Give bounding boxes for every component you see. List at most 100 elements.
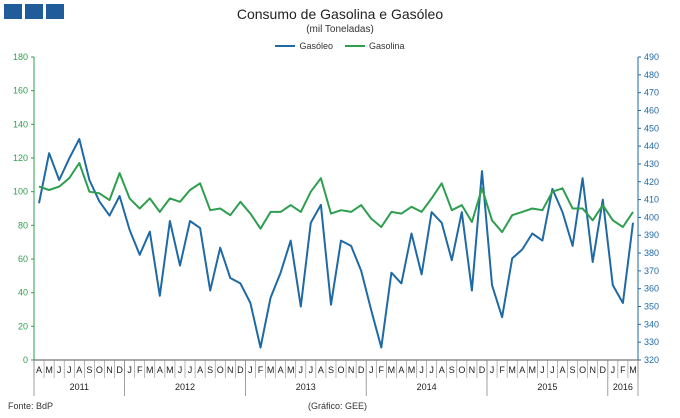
x-month-label: M xyxy=(45,365,53,375)
x-month-label: N xyxy=(348,365,355,375)
y-left-tick-label: 120 xyxy=(13,153,28,163)
x-month-label: A xyxy=(197,365,203,375)
x-month-label: M xyxy=(408,365,416,375)
legend-item-gasoleo: Gasóleo xyxy=(275,41,333,51)
x-month-label: O xyxy=(338,365,345,375)
chart-title: Consumo de Gasolina e Gasóleo xyxy=(236,6,444,22)
x-month-label: A xyxy=(157,365,163,375)
y-right-tick-label: 370 xyxy=(644,266,659,276)
x-month-label: O xyxy=(458,365,465,375)
x-month-label: M xyxy=(508,365,516,375)
x-month-label: S xyxy=(328,365,334,375)
y-right-tick-label: 440 xyxy=(644,141,659,151)
logo-block-3 xyxy=(46,4,64,19)
x-month-label: N xyxy=(106,365,113,375)
y-right-tick-label: 490 xyxy=(644,52,659,62)
x-month-label: N xyxy=(469,365,476,375)
legend-swatch-gasolina xyxy=(345,45,365,47)
x-month-label: D xyxy=(237,365,244,375)
x-month-label: A xyxy=(36,365,42,375)
x-month-label: J xyxy=(127,365,132,375)
x-month-label: J xyxy=(188,365,193,375)
y-left-tick-label: 60 xyxy=(18,254,28,264)
x-month-label: O xyxy=(579,365,586,375)
y-left-tick-label: 180 xyxy=(13,52,28,62)
x-month-label: F xyxy=(620,365,626,375)
y-right-tick-label: 470 xyxy=(644,88,659,98)
series-line-gasoleo xyxy=(38,138,634,349)
x-month-label: J xyxy=(57,365,62,375)
y-right-tick-label: 350 xyxy=(644,302,659,312)
y-right-tick-label: 340 xyxy=(644,319,659,329)
x-year-label: 2016 xyxy=(613,382,633,392)
x-month-label: J xyxy=(550,365,555,375)
y-left-tick-label: 40 xyxy=(18,288,28,298)
x-month-label: M xyxy=(388,365,396,375)
x-month-label: A xyxy=(439,365,445,375)
x-month-label: M xyxy=(629,365,637,375)
x-month-label: A xyxy=(278,365,284,375)
x-month-label: A xyxy=(318,365,324,375)
chart-subtitle: (mil Toneladas) xyxy=(306,24,374,35)
y-right-tick-label: 330 xyxy=(644,337,659,347)
x-year-label: 2014 xyxy=(417,382,437,392)
y-left-tick-label: 20 xyxy=(18,321,28,331)
x-month-label: D xyxy=(479,365,486,375)
x-month-label: M xyxy=(166,365,174,375)
x-month-label: A xyxy=(398,365,404,375)
x-month-label: J xyxy=(369,365,374,375)
y-left-tick-label: 80 xyxy=(18,220,28,230)
x-month-label: J xyxy=(309,365,314,375)
x-month-label: M xyxy=(287,365,295,375)
logo-block-2 xyxy=(25,4,43,19)
x-month-label: A xyxy=(76,365,82,375)
x-month-label: F xyxy=(499,365,505,375)
x-month-label: J xyxy=(611,365,616,375)
x-month-label: J xyxy=(67,365,72,375)
x-month-label: D xyxy=(116,365,123,375)
y-right-tick-label: 480 xyxy=(644,70,659,80)
x-month-label: S xyxy=(570,365,576,375)
x-month-label: F xyxy=(258,365,264,375)
legend-item-gasolina: Gasolina xyxy=(345,41,405,51)
x-month-label: M xyxy=(267,365,275,375)
chart-legend: Gasóleo Gasolina xyxy=(0,41,680,51)
y-right-tick-label: 450 xyxy=(644,123,659,133)
x-month-label: S xyxy=(207,365,213,375)
x-year-label: 2013 xyxy=(296,382,316,392)
x-year-label: 2015 xyxy=(537,382,557,392)
x-month-label: J xyxy=(419,365,424,375)
x-month-label: S xyxy=(86,365,92,375)
x-year-label: 2012 xyxy=(175,382,195,392)
x-month-label: N xyxy=(227,365,234,375)
y-left-tick-label: 0 xyxy=(23,355,28,365)
x-month-label: J xyxy=(248,365,253,375)
x-month-label: J xyxy=(540,365,545,375)
x-month-label: J xyxy=(299,365,304,375)
source-note: Fonte: BdP xyxy=(8,401,54,411)
series-line-gasolina xyxy=(38,162,634,234)
x-month-label: M xyxy=(529,365,537,375)
y-right-tick-label: 380 xyxy=(644,248,659,258)
x-month-label: A xyxy=(519,365,525,375)
x-month-label: F xyxy=(137,365,143,375)
x-month-label: S xyxy=(449,365,455,375)
x-month-label: N xyxy=(589,365,596,375)
y-right-tick-label: 400 xyxy=(644,212,659,222)
legend-label-gasoleo: Gasóleo xyxy=(299,41,333,51)
x-month-label: O xyxy=(96,365,103,375)
y-right-tick-label: 430 xyxy=(644,159,659,169)
y-left-tick-label: 160 xyxy=(13,86,28,96)
x-month-label: O xyxy=(217,365,224,375)
x-month-label: D xyxy=(600,365,607,375)
logo-block-1 xyxy=(4,4,22,19)
y-right-tick-label: 410 xyxy=(644,195,659,205)
x-month-label: M xyxy=(146,365,154,375)
gee-logo xyxy=(4,4,64,19)
y-right-tick-label: 420 xyxy=(644,177,659,187)
x-month-label: A xyxy=(559,365,565,375)
x-month-label: F xyxy=(379,365,385,375)
y-left-tick-label: 140 xyxy=(13,119,28,129)
x-month-label: J xyxy=(178,365,183,375)
